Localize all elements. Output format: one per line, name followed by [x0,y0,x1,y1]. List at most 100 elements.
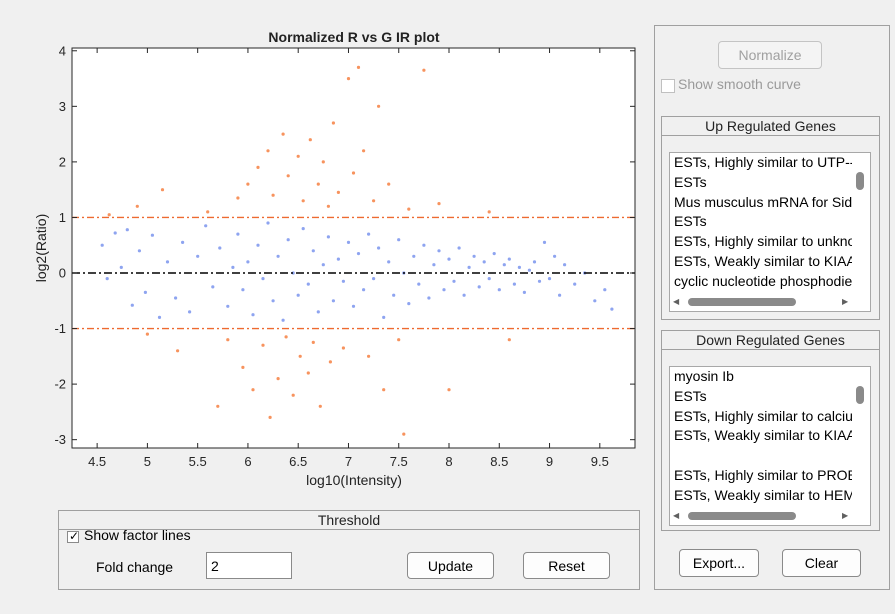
data-point [356,252,361,256]
list-item[interactable]: ESTs [674,213,707,230]
data-point [547,277,552,281]
list-item[interactable]: ESTs, Weakly similar to HEM [674,486,852,503]
down-horizontal-scrollbar[interactable]: ◀ ▶ [670,509,854,523]
data-point [452,279,456,283]
down-horizontal-scroll-thumb[interactable] [688,512,796,520]
data-point [377,104,381,108]
data-point [246,260,250,264]
data-point [196,254,200,258]
list-item[interactable]: cyclic nucleotide phosphodies [674,272,852,289]
data-point [236,232,240,236]
fold-change-input[interactable] [206,552,292,579]
data-point [372,277,376,281]
data-point [326,204,330,208]
ir-plot: Normalized R vs G IR plot 4.5 5 5.5 6 6.5 7 7.… [33,29,636,488]
y-tick-label: 3 [59,99,66,114]
down-regulated-list[interactable]: myosin Ib ESTs ESTs, Highly similar to cal… [669,366,871,526]
y-tick-label: 0 [59,266,66,281]
list-item[interactable]: myosin Ib [674,368,734,384]
data-point [261,277,265,281]
scroll-left-icon[interactable]: ◀ [673,511,680,520]
data-point [482,260,486,264]
data-point [341,346,345,350]
list-item[interactable]: ESTs, Moderately similar to H [670,506,852,509]
y-axis-ticks: -3 -2 -1 0 1 2 3 4 [54,43,635,447]
data-point [442,288,446,292]
list-item[interactable]: ESTs [674,173,707,190]
data-point [218,246,222,250]
list-item[interactable]: ESTs, Highly similar to calciu [674,407,852,424]
list-item[interactable]: ESTs, Weakly similar to KIAA [674,427,852,444]
list-item[interactable]: ESTs, Highly similar to PROB [674,466,852,483]
data-point [573,282,577,286]
show-factor-lines-label[interactable]: Show factor lines [84,527,191,543]
normalize-button[interactable]: Normalize [718,41,822,69]
update-button[interactable]: Update [407,552,494,579]
data-point [422,68,426,72]
data-point [318,404,322,408]
clear-button[interactable]: Clear [782,549,861,577]
data-point [268,415,272,419]
data-point [316,310,320,314]
down-regulated-items: myosin Ib ESTs ESTs, Highly similar to cal… [670,367,854,509]
up-vertical-scroll-thumb[interactable] [856,172,864,190]
up-horizontal-scrollbar[interactable]: ◀ ▶ [670,295,854,309]
data-point [351,304,356,308]
up-regulated-legend: Up Regulated Genes [662,117,879,136]
data-point [271,193,275,197]
list-item[interactable]: Mus musculus mRNA for Sid3 [674,193,852,210]
data-point [467,265,471,269]
list-item[interactable]: ESTs, Highly similar to unkno [674,233,852,250]
data-point [507,257,511,261]
y-tick-label: 2 [59,154,66,169]
data-point [256,243,260,247]
x-tick-label: 6.5 [289,454,307,469]
list-item[interactable]: ESTs, Weakly similar to KIAA [674,252,852,269]
x-tick-label: 8.5 [490,454,508,469]
data-point [204,224,208,228]
show-factor-lines-checkbox[interactable]: ✓ [67,529,79,543]
x-axis-label: log10(Intensity) [306,472,402,488]
data-point [356,65,361,69]
data-point [226,304,230,308]
up-regulated-list[interactable]: ESTs, Highly similar to UTP-- ESTs Mus mus… [669,152,871,312]
data-point [610,307,614,311]
data-point [296,293,300,297]
data-point [281,318,285,322]
data-point [326,235,330,239]
data-point [382,388,386,392]
data-point [308,138,312,142]
data-point [311,340,315,344]
up-horizontal-scroll-thumb[interactable] [688,298,796,306]
scroll-right-icon[interactable]: ▶ [842,297,849,306]
show-smooth-curve-checkbox[interactable] [661,79,675,93]
data-point [362,149,366,153]
reset-button[interactable]: Reset [523,552,610,579]
scroll-left-icon[interactable]: ◀ [673,297,680,306]
down-vertical-scroll-thumb[interactable] [856,386,864,404]
data-point [107,213,111,217]
list-item[interactable] [670,446,852,466]
show-smooth-curve-label[interactable]: Show smooth curve [678,76,801,92]
data-point [113,231,117,235]
data-point [286,238,290,242]
data-point [251,313,255,317]
data-point [291,393,295,397]
data-point [512,282,517,286]
data-point [165,260,170,264]
data-point [284,335,288,339]
y-tick-label: 1 [59,210,66,225]
data-point [437,202,441,206]
data-point [397,338,401,342]
list-item[interactable]: ESTs, Highly similar to UTP-- [674,154,852,170]
export-button[interactable]: Export... [679,549,759,577]
data-point [527,268,532,272]
data-point [301,227,305,231]
data-point [462,293,466,297]
data-point [145,332,149,336]
data-point [316,182,320,186]
data-point [306,371,310,375]
data-point [502,263,506,267]
list-item[interactable]: ESTs [674,387,707,404]
scroll-right-icon[interactable]: ▶ [842,511,849,520]
